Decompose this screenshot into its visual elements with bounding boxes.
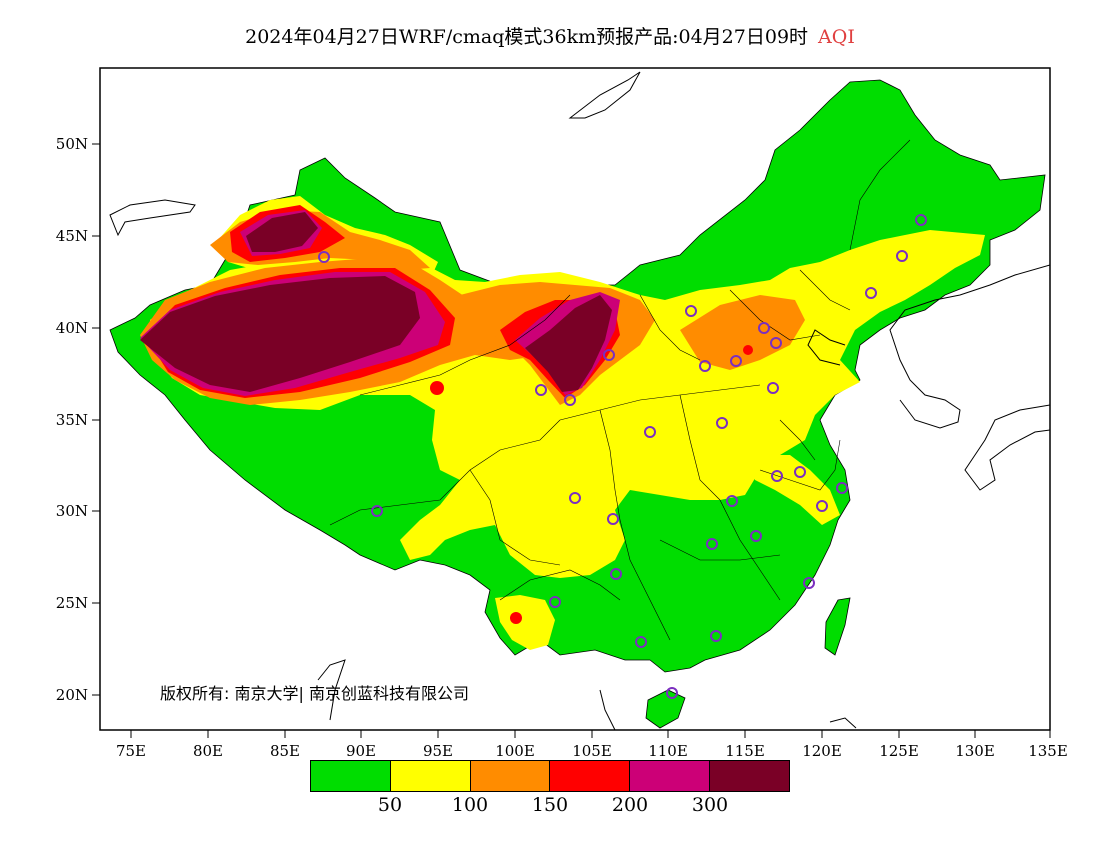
- station-chongqing: [607, 513, 619, 525]
- station-changchun: [896, 250, 908, 262]
- legend-label: 300: [691, 794, 729, 816]
- region-moderate-south: [495, 595, 555, 650]
- station-beijing: [758, 322, 770, 334]
- legend-label: 200: [611, 794, 649, 816]
- station-hefei: [771, 470, 783, 482]
- legend-label: 150: [531, 794, 569, 816]
- station-yinchuan: [603, 349, 615, 361]
- legend-swatch-good: [311, 761, 391, 791]
- y-tick-label: 50N: [56, 135, 88, 153]
- station-guangzhou: [710, 630, 722, 642]
- taiwan-island: [824, 597, 851, 656]
- y-tick-label: 40N: [56, 319, 88, 337]
- map-title: 2024年04月27日WRF/cmaq模式36km预报产品:04月27日09时 A…: [0, 22, 1100, 49]
- station-guiyang: [610, 568, 622, 580]
- copyright-text: 版权所有: 南京大学| 南京创蓝科技有限公司: [160, 684, 469, 703]
- station-xining: [535, 384, 547, 396]
- station-nanjing: [794, 466, 806, 478]
- region-hazardous-taklimakan: [140, 276, 420, 392]
- hotspot-unhealthy: [430, 381, 444, 395]
- station-nanchang: [750, 530, 762, 542]
- station-hohhot: [685, 305, 697, 317]
- station-fuzhou: [803, 577, 815, 589]
- x-tick-label: 120E: [802, 742, 842, 760]
- x-tick-label: 85E: [270, 742, 300, 760]
- station-shanghai: [836, 482, 848, 494]
- station-wuhan: [726, 495, 738, 507]
- x-tick-label: 115E: [725, 742, 765, 760]
- legend-label: 50: [377, 794, 403, 816]
- hotspot-unhealthy-2: [743, 345, 753, 355]
- legend-swatch-very-unhealthy: [630, 761, 711, 791]
- x-tick-label: 80E: [193, 742, 223, 760]
- station-jinan: [767, 382, 779, 394]
- x-tick-label: 95E: [423, 742, 453, 760]
- station-shenyang: [865, 287, 877, 299]
- station-tianjin: [770, 337, 782, 349]
- station-xian: [644, 426, 656, 438]
- province-boundaries: [329, 139, 911, 641]
- station-shijiazhuang: [730, 355, 742, 367]
- city-stations: [318, 214, 927, 699]
- y-tick-label: 20N: [56, 686, 88, 704]
- y-axis-labels: 50N 45N 40N 35N 30N 25N 20N: [56, 135, 88, 704]
- station-chengdu: [569, 492, 581, 504]
- map-frame: [99, 67, 1051, 731]
- station-lanzhou: [564, 394, 576, 406]
- x-tick-label: 75E: [116, 742, 146, 760]
- station-changsha: [706, 538, 718, 550]
- legend-swatch-usg: [470, 761, 551, 791]
- station-lhasa: [371, 505, 383, 517]
- x-tick-label: 110E: [648, 742, 688, 760]
- station-urumqi: [318, 251, 330, 263]
- y-tick-label: 25N: [56, 594, 88, 612]
- y-tick-label: 30N: [56, 502, 88, 520]
- station-hangzhou: [816, 500, 828, 512]
- station-kunming: [549, 596, 561, 608]
- station-harbin: [915, 214, 927, 226]
- x-tick-label: 90E: [346, 742, 376, 760]
- region-hazardous-junggar: [246, 212, 318, 252]
- hotspot-unhealthy-3: [510, 612, 522, 624]
- region-usg-huabei: [680, 295, 805, 370]
- station-haikou: [666, 687, 678, 699]
- axis-tick-marks: [92, 143, 1051, 738]
- title-product: AQI: [818, 26, 855, 48]
- y-tick-label: 45N: [56, 227, 88, 245]
- legend-swatch-moderate: [390, 761, 471, 791]
- aqi-color-legend: [310, 760, 790, 792]
- legend-swatch-hazardous: [710, 761, 789, 791]
- title-main: 2024年04月27日WRF/cmaq模式36km预报产品:04月27日09时: [245, 26, 809, 48]
- x-tick-label: 135E: [1028, 742, 1068, 760]
- y-tick-label: 35N: [56, 411, 88, 429]
- x-tick-label: 105E: [572, 742, 612, 760]
- coastlines: [109, 71, 1050, 730]
- legend-swatch-unhealthy: [550, 761, 631, 791]
- station-taiyuan: [699, 360, 711, 372]
- x-tick-label: 100E: [495, 742, 535, 760]
- region-hazardous-gansu: [525, 295, 612, 392]
- legend-label: 100: [451, 794, 489, 816]
- x-tick-label: 125E: [879, 742, 919, 760]
- x-tick-label: 130E: [955, 742, 995, 760]
- map-content: [109, 71, 1050, 730]
- station-nanning: [635, 636, 647, 648]
- x-axis-labels: 75E 80E 85E 90E 95E 100E 105E 110E 115E …: [116, 742, 1068, 760]
- station-zhengzhou: [716, 417, 728, 429]
